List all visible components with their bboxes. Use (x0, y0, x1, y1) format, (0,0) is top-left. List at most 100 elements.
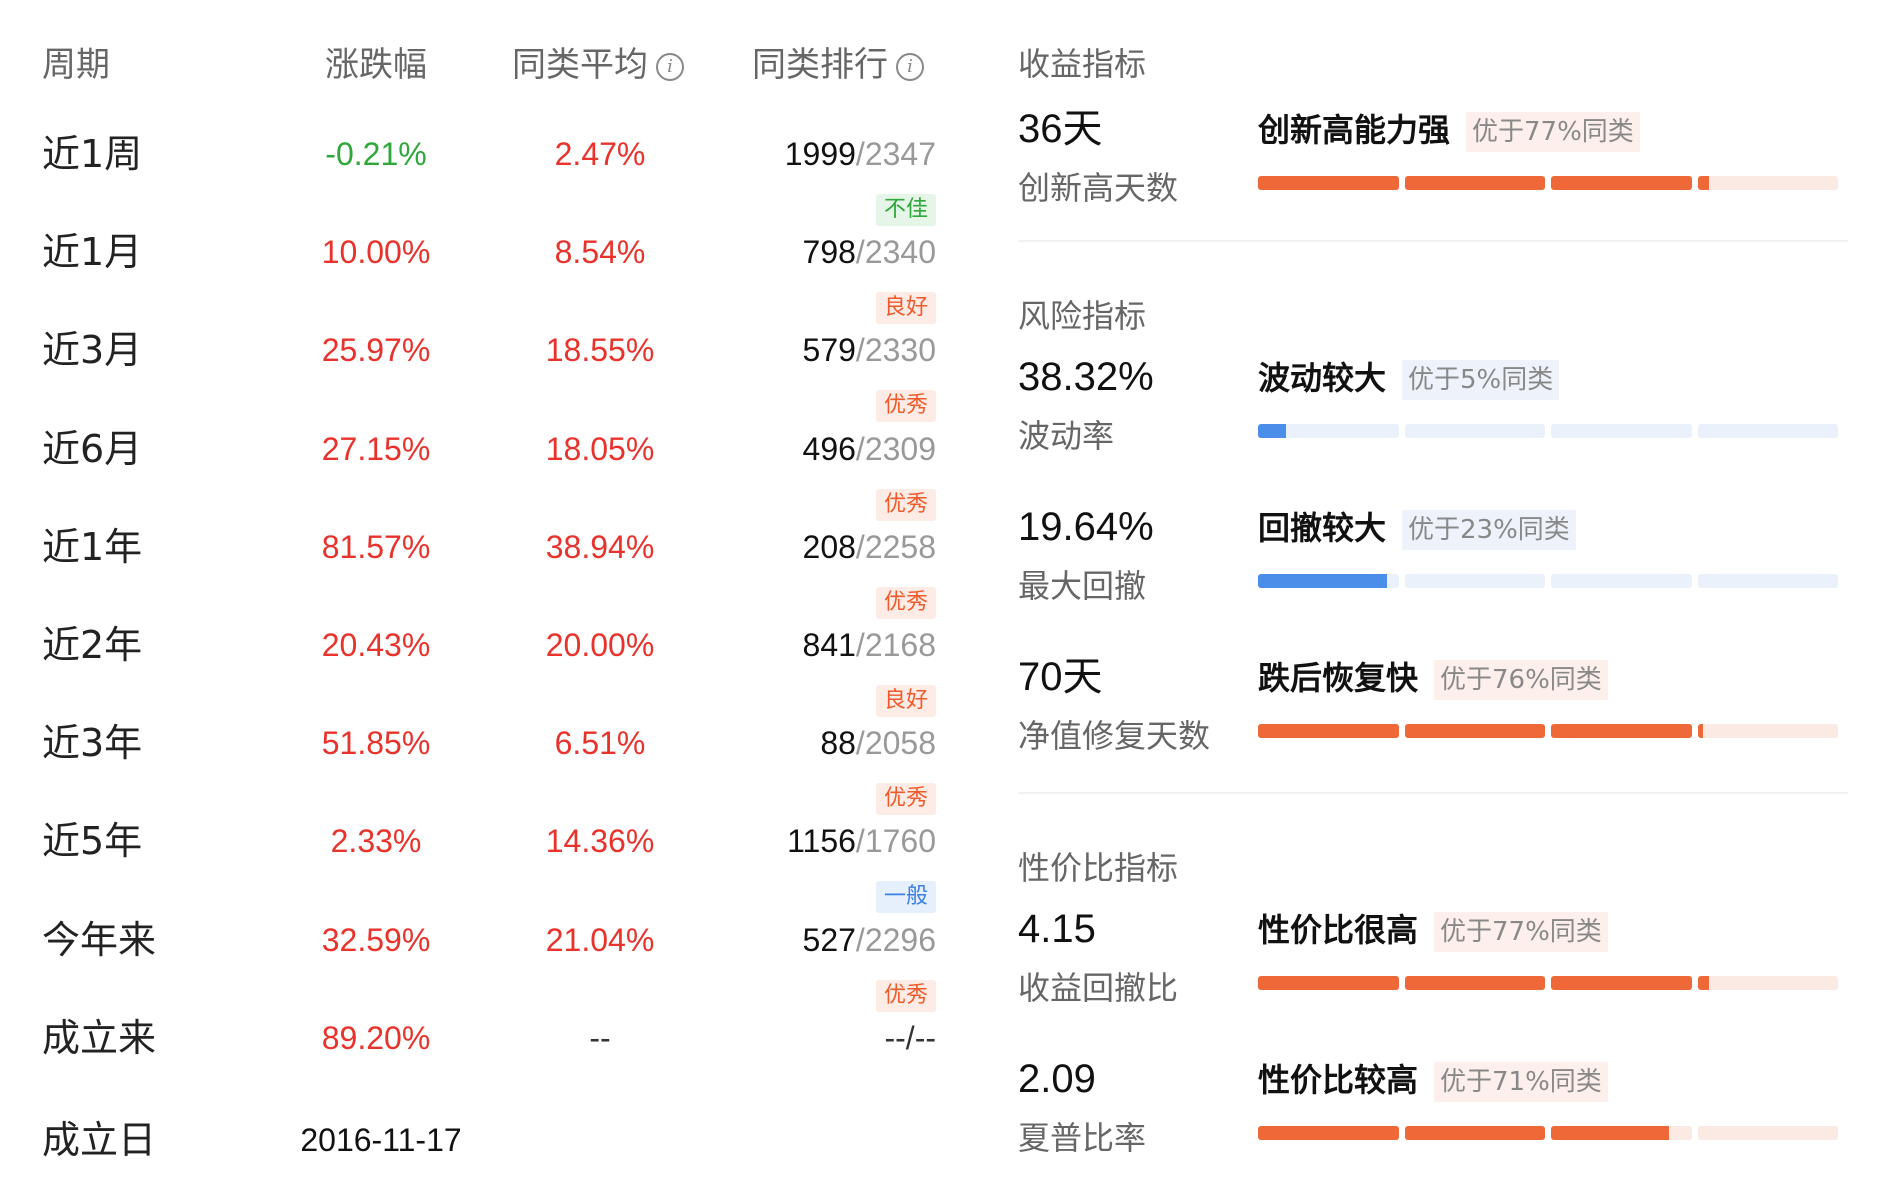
bar-fill (1551, 724, 1692, 738)
row-rank: 208/2258 (803, 517, 936, 577)
rank-total: /2347 (855, 136, 936, 172)
bar-segment (1697, 574, 1838, 588)
section-title-income: 收益指标 (1018, 45, 1147, 83)
row-period: 成立来 (42, 1015, 157, 1060)
bar-segment (1551, 574, 1692, 588)
bar-segment (1404, 176, 1545, 190)
rank-position: 1999 (784, 136, 856, 172)
bar-segment (1258, 176, 1399, 190)
bar-segment (1258, 724, 1399, 738)
metric-value: 4.15 (1018, 907, 1096, 951)
table-row[interactable]: 近1年 81.57% 38.94% 208/2258 (0, 517, 960, 577)
row-change: 10.00% (321, 234, 431, 271)
table-row[interactable]: 今年来 32.59% 21.04% 527/2296 (0, 910, 960, 970)
peer-compare-tag: 优于23%同类 (1402, 510, 1576, 550)
section-title-value: 性价比指标 (1018, 849, 1179, 887)
bar-segment (1404, 1126, 1545, 1140)
rating-badge: 良好 (875, 685, 936, 717)
row-rank: 527/2296 (803, 910, 936, 970)
row-average: 20.00% (545, 627, 655, 663)
table-row[interactable]: 近2年 20.43% 20.00% 841/2168 (0, 615, 960, 675)
row-change: 20.43% (321, 627, 431, 663)
bar-segment (1697, 976, 1838, 990)
bar-segment (1697, 1126, 1838, 1140)
table-row[interactable]: 近6月 27.15% 18.05% 496/2309 (0, 419, 960, 479)
metric-label: 波动率 (1018, 417, 1115, 455)
rank-total: /1760 (855, 823, 936, 860)
table-row[interactable]: 成立来 89.20% -- --/-- (0, 1008, 960, 1068)
bar-fill (1404, 724, 1545, 738)
bar-fill (1551, 1126, 1670, 1140)
metric-rating: 性价比很高 优于77%同类 (1258, 908, 1608, 952)
row-period: 近1月 (42, 230, 143, 275)
rating-badge: 优秀 (875, 783, 936, 816)
table-row[interactable]: 近1周 -0.21% 2.47% 1999/2347 (0, 124, 960, 184)
bar-segment (1258, 574, 1399, 588)
table-row[interactable]: 近1月 10.00% 8.54% 798/2340 (0, 222, 960, 282)
row-change: 32.59% (321, 921, 431, 958)
header-change: 涨跌幅 (0, 40, 752, 90)
rank-position: 527 (802, 921, 856, 958)
row-change: 89.20% (321, 1019, 431, 1056)
row-average: 38.94% (545, 528, 655, 565)
peer-compare-tag: 优于76%同类 (1434, 660, 1608, 700)
rating-badge: 优秀 (875, 586, 936, 619)
bar-segment (1697, 424, 1838, 438)
rank-total: /2258 (855, 528, 936, 565)
row-rank: 496/2309 (803, 419, 936, 479)
rank-position: 208 (802, 528, 856, 565)
table-row[interactable]: 近3月 25.97% 18.55% 579/2330 (0, 320, 960, 380)
section-title-risk: 风险指标 (1018, 297, 1147, 335)
row-period: 近5年 (42, 819, 143, 864)
rank-position: 841 (802, 627, 856, 663)
bar-fill (1258, 1126, 1399, 1140)
metric-label: 创新高天数 (1018, 169, 1179, 207)
percentile-bar (1258, 176, 1838, 190)
percentile-bar (1258, 1126, 1838, 1140)
bar-segment (1258, 976, 1399, 990)
rating-badge: 不佳 (875, 194, 936, 226)
info-icon[interactable]: i (896, 52, 924, 81)
percentile-bar (1258, 574, 1838, 588)
inception-label: 成立日 (42, 1118, 157, 1162)
info-icon[interactable]: i (656, 52, 684, 81)
rating-text: 创新高能力强 (1258, 111, 1451, 149)
bar-fill (1258, 574, 1388, 588)
metric-value: 38.32% (1018, 355, 1154, 399)
row-period: 近2年 (42, 623, 143, 667)
table-row[interactable]: 近5年 2.33% 14.36% 1156/1760 (0, 811, 960, 871)
row-average: 6.51% (554, 725, 646, 762)
bar-segment (1697, 724, 1838, 738)
rank-position: 496 (802, 430, 856, 467)
inception-date: 2016-11-17 (300, 1122, 462, 1158)
bar-fill (1404, 1126, 1545, 1140)
peer-compare-tag: 优于77%同类 (1466, 112, 1640, 152)
row-period: 今年来 (42, 917, 157, 962)
inception-row: 成立日 2016-11-17 (0, 1110, 960, 1170)
bar-fill (1258, 724, 1399, 738)
bar-fill (1258, 176, 1399, 190)
rank-position: 1156 (787, 823, 856, 860)
rank-position: -- (884, 1019, 906, 1056)
bar-fill (1551, 976, 1692, 990)
rank-total: /2296 (855, 921, 936, 958)
peer-compare-tag: 优于71%同类 (1434, 1062, 1608, 1102)
rating-text: 跌后恢复快 (1258, 659, 1419, 697)
row-average: 21.04% (545, 921, 655, 958)
header-rank: 同类排行 i (752, 40, 924, 90)
bar-segment (1697, 176, 1838, 190)
row-period: 近3年 (42, 721, 143, 766)
metric-rating: 跌后恢复快 优于76%同类 (1258, 656, 1608, 700)
row-period: 近1年 (42, 524, 143, 569)
row-change: -0.21% (325, 136, 427, 172)
metric-rating: 波动较大 优于5%同类 (1258, 356, 1560, 400)
bar-fill (1697, 976, 1709, 990)
metric-label: 净值修复天数 (1018, 717, 1211, 755)
rating-badge: 一般 (875, 881, 936, 914)
rank-total: /-- (905, 1019, 936, 1056)
divider (1018, 240, 1848, 242)
bar-fill (1697, 724, 1704, 738)
rank-total: /2330 (855, 332, 936, 369)
table-row[interactable]: 近3年 51.85% 6.51% 88/2058 (0, 713, 960, 773)
row-change: 51.85% (321, 725, 431, 762)
